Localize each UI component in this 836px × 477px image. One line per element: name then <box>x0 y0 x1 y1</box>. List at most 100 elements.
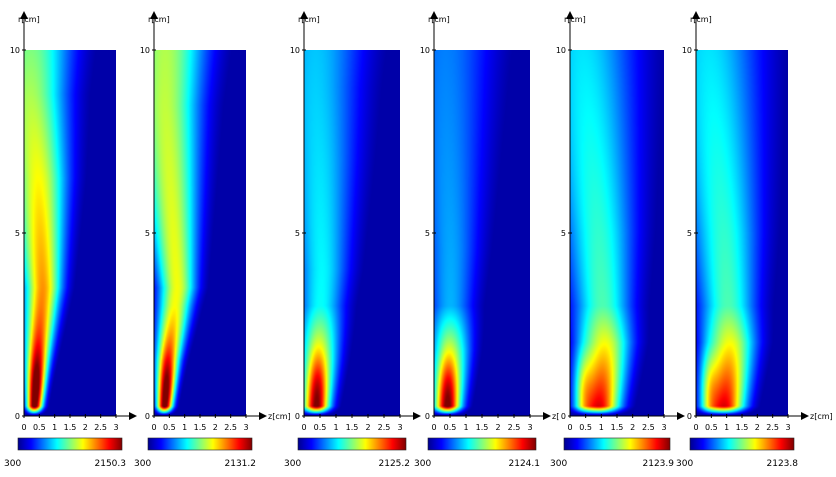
y-axis-label: r[cm] <box>148 15 170 24</box>
y-tick-label: 0 <box>295 412 300 421</box>
x-tick-label: 2 <box>495 423 500 432</box>
y-tick-label: 5 <box>425 229 430 238</box>
colorbar <box>297 437 407 451</box>
colorbar-max-label: 2124.1 <box>509 459 541 469</box>
x-tick-label: 0.5 <box>444 423 457 432</box>
y-axis-label: r[cm] <box>690 15 712 24</box>
x-tick-label: 2.5 <box>94 423 107 432</box>
y-tick-label: 0 <box>425 412 430 421</box>
x-tick-label: 1 <box>463 423 468 432</box>
y-tick-label: 10 <box>140 46 150 55</box>
heatmap-panel-4: r[cm] z[ 0 5 10 0 0.5 1 1.5 2 2.5 3 300 2124.1 <box>414 11 559 469</box>
x-tick-label: 2.5 <box>642 423 655 432</box>
x-tick-label: 0 <box>21 423 26 432</box>
x-tick-label: 0.5 <box>163 423 176 432</box>
x-tick-label: 0 <box>431 423 436 432</box>
x-tick-label: 1.5 <box>476 423 489 432</box>
x-tick-label: 3 <box>527 423 532 432</box>
y-tick-label: 5 <box>687 229 692 238</box>
heatmap-panel-1: r[cm] 0 5 10 0 0.5 1 1.5 2 2.5 3 300 2150.3 <box>4 11 137 469</box>
heatmap-panel-5: r[cm] 0 5 10 0 0.5 1 1.5 2 2.5 3 300 2123.9 <box>550 11 685 469</box>
colorbar <box>427 437 537 451</box>
heatmap-panel-3: r[cm] 0 5 10 0 0.5 1 1.5 2 2.5 3 300 2125.2 <box>284 11 421 469</box>
x-tick-label: 1 <box>724 423 729 432</box>
colorbar-max-label: 2123.9 <box>643 459 675 469</box>
x-tick-label: 0.5 <box>705 423 718 432</box>
colorbar <box>563 437 671 451</box>
y-tick-label: 0 <box>561 412 566 421</box>
heatmap-field <box>570 50 664 416</box>
x-tick-label: 2 <box>83 423 88 432</box>
colorbar-min-label: 300 <box>676 459 693 469</box>
x-tick-label: 2.5 <box>224 423 237 432</box>
x-tick-label: 1.5 <box>736 423 749 432</box>
x-tick-label: 1 <box>333 423 338 432</box>
y-tick-label: 5 <box>145 229 150 238</box>
y-tick-label: 0 <box>15 412 20 421</box>
x-tick-label: 0 <box>301 423 306 432</box>
x-tick-label: 0.5 <box>314 423 327 432</box>
heatmap-field <box>304 50 400 416</box>
x-tick-label: 3 <box>397 423 402 432</box>
x-tick-label: 1.5 <box>611 423 624 432</box>
colorbar <box>147 437 253 451</box>
y-tick-label: 0 <box>687 412 692 421</box>
y-tick-label: 5 <box>561 229 566 238</box>
x-tick-label: 1.5 <box>346 423 359 432</box>
colorbar-min-label: 300 <box>4 459 21 469</box>
x-tick-label: 1.5 <box>64 423 77 432</box>
x-tick-label: 3 <box>243 423 248 432</box>
heatmap-field <box>696 50 788 416</box>
x-tick-label: 1 <box>182 423 187 432</box>
colorbar-max-label: 2125.2 <box>379 459 411 469</box>
y-tick-label: 10 <box>290 46 300 55</box>
x-tick-label: 2 <box>755 423 760 432</box>
x-tick-label: 0 <box>693 423 698 432</box>
x-tick-label: 1 <box>52 423 57 432</box>
y-tick-label: 5 <box>15 229 20 238</box>
y-tick-label: 5 <box>295 229 300 238</box>
colorbar-max-label: 2131.2 <box>225 459 257 469</box>
heatmap-field <box>154 50 246 416</box>
x-tick-label: 3 <box>785 423 790 432</box>
colorbar <box>689 437 795 451</box>
x-tick-label: 2 <box>365 423 370 432</box>
y-axis-label: r[cm] <box>298 15 320 24</box>
y-tick-label: 0 <box>145 412 150 421</box>
x-tick-label: 3 <box>661 423 666 432</box>
x-tick-label: 2.5 <box>766 423 779 432</box>
y-axis-label: r[cm] <box>18 15 40 24</box>
x-tick-label: 1.5 <box>194 423 207 432</box>
colorbar <box>17 437 123 451</box>
y-tick-label: 10 <box>420 46 430 55</box>
x-axis-label: z[cm] <box>810 412 833 421</box>
x-tick-label: 0 <box>567 423 572 432</box>
heatmap-field <box>24 50 116 416</box>
x-axis-label: z[ <box>552 412 559 421</box>
x-tick-label: 2.5 <box>508 423 521 432</box>
y-tick-label: 10 <box>10 46 20 55</box>
heatmap-panel-2: r[cm] z[cm] 0 5 10 0 0.5 1 1.5 2 2.5 3 300 2131.2 <box>134 11 291 469</box>
colorbar-min-label: 300 <box>134 459 151 469</box>
colorbar-max-label: 2123.8 <box>767 459 799 469</box>
x-tick-label: 2.5 <box>378 423 391 432</box>
x-tick-label: 0 <box>151 423 156 432</box>
y-tick-label: 10 <box>682 46 692 55</box>
x-tick-label: 2 <box>630 423 635 432</box>
colorbar-max-label: 2150.3 <box>95 459 127 469</box>
colorbar-min-label: 300 <box>550 459 567 469</box>
y-axis-label: r[cm] <box>564 15 586 24</box>
heatmap-panel-6: r[cm] z[cm] 0 5 10 0 0.5 1 1.5 2 2.5 3 300 2123.8 <box>676 11 833 469</box>
x-tick-label: 3 <box>113 423 118 432</box>
x-tick-label: 1 <box>599 423 604 432</box>
x-tick-label: 0.5 <box>33 423 46 432</box>
y-tick-label: 10 <box>556 46 566 55</box>
colorbar-min-label: 300 <box>414 459 431 469</box>
heatmap-field <box>434 50 530 416</box>
y-axis-label: r[cm] <box>428 15 450 24</box>
colorbar-min-label: 300 <box>284 459 301 469</box>
x-axis-label: z[cm] <box>268 412 291 421</box>
x-tick-label: 2 <box>213 423 218 432</box>
x-tick-label: 0.5 <box>579 423 592 432</box>
